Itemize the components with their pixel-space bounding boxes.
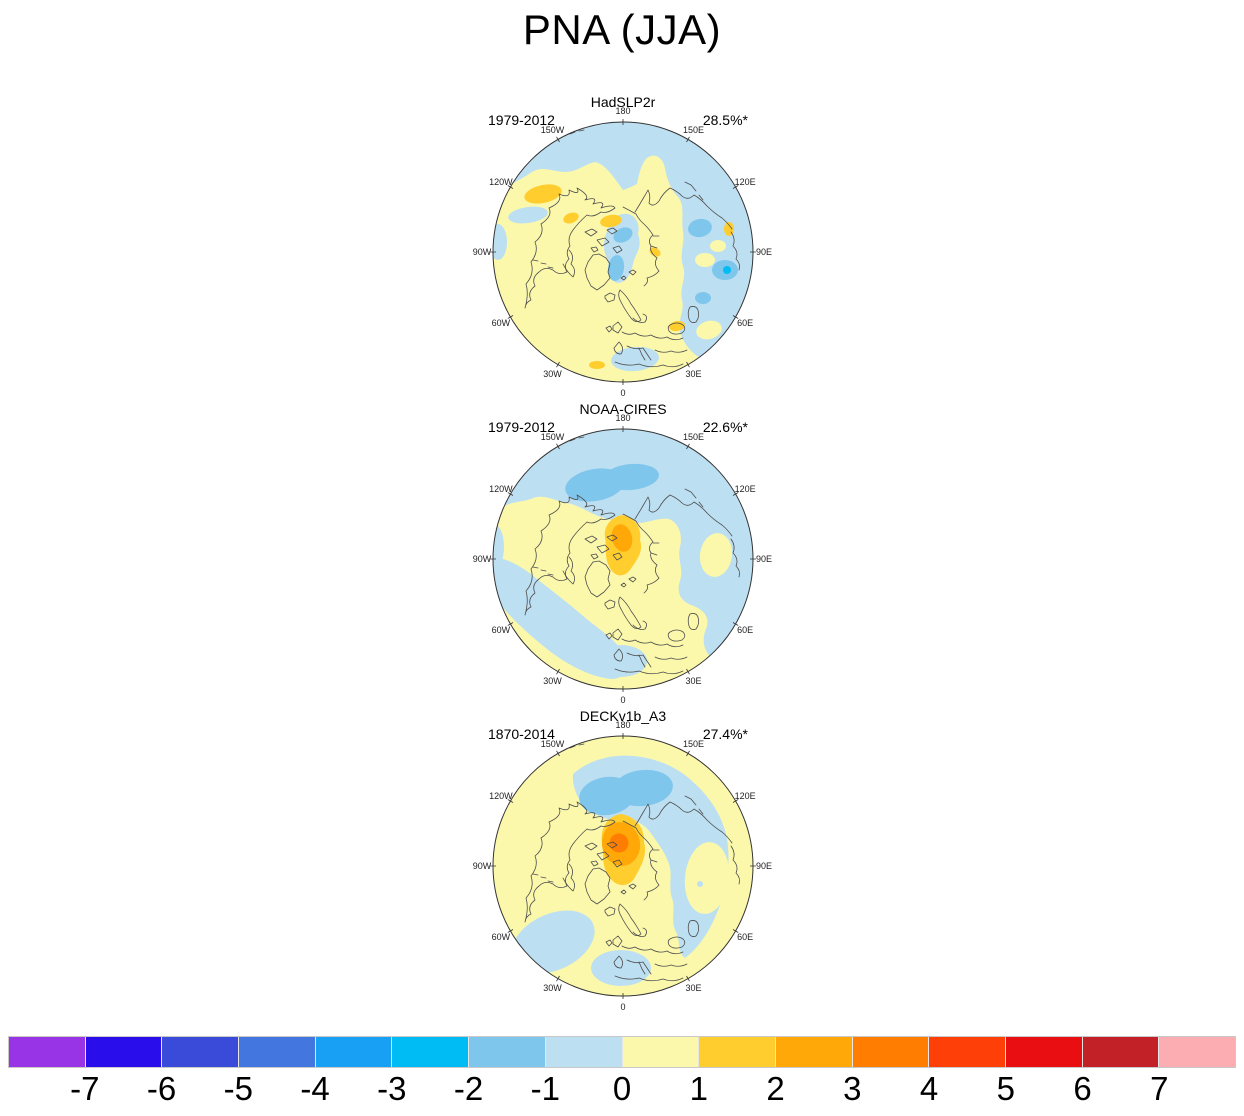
colorbar-segment bbox=[1082, 1037, 1159, 1067]
figure-title: PNA (JJA) bbox=[522, 6, 722, 53]
colorbar-segment bbox=[1159, 1037, 1235, 1067]
panel-title: NOAA-CIRES bbox=[579, 401, 667, 417]
panel-variance: 28.5%* bbox=[702, 112, 748, 128]
panel-period: 1979-2012 bbox=[488, 112, 555, 128]
colorbar-segment bbox=[852, 1037, 929, 1067]
map-contours bbox=[493, 429, 753, 689]
panel-period: 1979-2012 bbox=[488, 419, 555, 435]
colorbar-tick-label: -7 bbox=[70, 1070, 100, 1107]
colorbar-segment bbox=[85, 1037, 162, 1067]
colorbar-segment bbox=[162, 1037, 239, 1067]
colorbar-tick-label: -4 bbox=[300, 1070, 330, 1107]
colorbar-tick-label: 3 bbox=[843, 1070, 862, 1107]
colorbar-tick-label: -6 bbox=[146, 1070, 177, 1107]
map-noaa-cires bbox=[489, 425, 757, 693]
colorbar-tick-label: 2 bbox=[766, 1070, 785, 1107]
map-contours bbox=[493, 122, 753, 382]
colorbar-tick-label: -5 bbox=[223, 1070, 253, 1107]
colorbar-segment bbox=[699, 1037, 775, 1067]
colorbar-tick-label: -2 bbox=[453, 1070, 484, 1107]
map-deckv1b-a3 bbox=[489, 732, 757, 1000]
colorbar-tick-label: 5 bbox=[996, 1070, 1015, 1107]
colorbar-tick-label: 4 bbox=[919, 1070, 939, 1107]
colorbar-tick-label: -1 bbox=[530, 1070, 560, 1107]
panel-period: 1870-2014 bbox=[488, 726, 555, 742]
colorbar-tick-label: 6 bbox=[1073, 1070, 1092, 1107]
colorbar-segment bbox=[315, 1037, 392, 1067]
colorbar-segment bbox=[9, 1037, 85, 1067]
colorbar-segment bbox=[929, 1037, 1005, 1067]
colorbar-segment bbox=[469, 1037, 545, 1067]
colorbar-segment bbox=[622, 1037, 699, 1067]
colorbar-segment bbox=[775, 1037, 852, 1067]
colorbar-ticks: -7 -6 -5 -4 -3 -2 -1 0 1 2 3 4 5 6 7 bbox=[8, 1070, 1236, 1116]
panel-title: HadSLP2r bbox=[590, 94, 656, 110]
panel-title: DECKv1b_A3 bbox=[579, 708, 667, 724]
colorbar-segment bbox=[1005, 1037, 1082, 1067]
panel-variance: 27.4%* bbox=[702, 726, 748, 742]
panel-noaa-cires: NOAA-CIRES 1979-2012 22.6%* 180 150E 120E 9… bbox=[462, 399, 784, 711]
map-contours bbox=[493, 736, 753, 996]
map-boundary-circle bbox=[492, 428, 754, 690]
map-hadslp2r bbox=[489, 118, 757, 386]
colorbar-tick-label: 1 bbox=[689, 1070, 708, 1107]
colorbar-tick-label: 0 bbox=[612, 1070, 632, 1107]
colorbar-segment bbox=[239, 1037, 315, 1067]
colorbar-tick-label: 7 bbox=[1150, 1070, 1169, 1107]
map-boundary-circle bbox=[492, 735, 754, 997]
panel-hadslp2r: HadSLP2r 1979-2012 28.5%* bbox=[462, 92, 784, 404]
colorbar-tick-label: -3 bbox=[377, 1070, 407, 1107]
map-boundary-circle bbox=[492, 121, 754, 383]
colorbar-segment bbox=[392, 1037, 469, 1067]
colorbar-swatches bbox=[8, 1036, 1236, 1068]
colorbar-segment bbox=[545, 1037, 622, 1067]
panel-deckv1b-a3: DECKv1b_A3 1870-2014 27.4%* 180 150E bbox=[462, 706, 784, 1018]
panel-variance: 22.6%* bbox=[702, 419, 748, 435]
colorbar: -7 -6 -5 -4 -3 -2 -1 0 1 2 3 4 5 6 7 bbox=[8, 1036, 1236, 1107]
